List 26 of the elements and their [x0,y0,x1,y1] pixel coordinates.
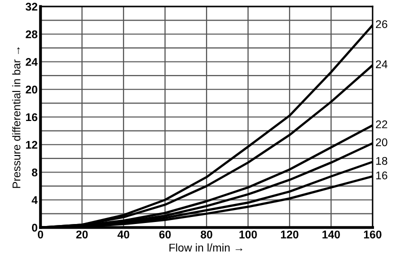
series-label: 16 [376,172,388,180]
y-tick-label: 32 [26,2,38,11]
y-tick-label: 12 [26,140,38,149]
series-label: 20 [376,138,388,146]
x-tick-label: 20 [76,230,88,238]
y-tick-label: 4 [32,196,38,204]
x-tick-label: 160 [364,230,382,238]
y-tick-label: 20 [26,86,38,94]
y-tick-label: 16 [26,113,38,122]
x-axis-title: Flow in l/min → [169,243,242,252]
x-tick-label: 40 [118,230,130,238]
x-tick-label: 0 [38,230,44,238]
x-tick-label: 100 [239,230,257,238]
series-label: 18 [376,157,388,165]
series-label: 22 [376,120,388,128]
x-tick-label: 140 [322,230,340,238]
series-label: 24 [376,60,388,68]
y-tick-label: 28 [26,30,38,38]
x-tick-label: 120 [281,230,298,238]
y-tick-label: 24 [26,58,38,66]
y-tick-label: 8 [32,168,38,176]
x-tick-label: 60 [159,230,171,238]
series-label: 26 [376,20,388,28]
y-axis-title: Pressure differential in bar → [12,47,20,188]
y-tick-label: 0 [32,224,38,232]
x-tick-label: 80 [200,230,212,238]
